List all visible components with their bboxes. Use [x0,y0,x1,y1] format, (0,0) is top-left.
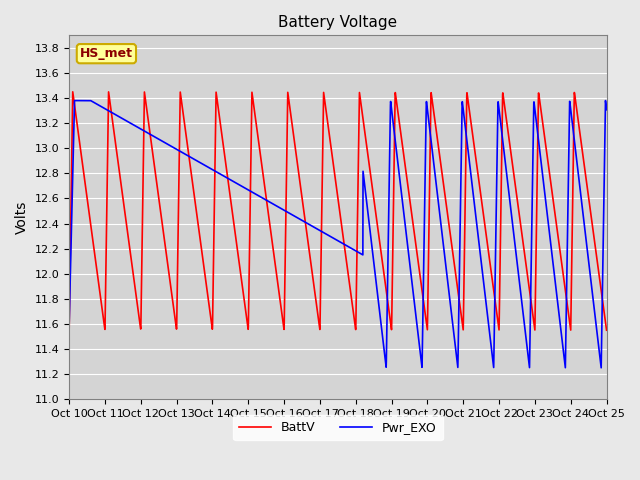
Pwr_EXO [65,321,73,327]
BattV [534,102,542,108]
Pwr_EXO [603,107,611,113]
Pwr_EXO [534,135,542,141]
BattV [127,252,134,258]
Pwr_EXO [127,120,134,126]
Title: Battery Voltage: Battery Voltage [278,15,397,30]
BattV [603,327,611,333]
BattV [69,89,77,95]
Pwr_EXO [70,98,78,104]
Line: BattV: BattV [69,92,607,330]
Pwr_EXO [271,203,279,208]
Legend: BattV, Pwr_EXO: BattV, Pwr_EXO [233,415,442,440]
Pwr_EXO [159,138,166,144]
BattV [159,223,166,228]
Y-axis label: Volts: Volts [15,201,29,234]
BattV [295,170,303,176]
Line: Pwr_EXO: Pwr_EXO [69,101,607,368]
Text: HS_met: HS_met [80,47,133,60]
Pwr_EXO [597,365,605,371]
BattV [65,327,73,333]
Pwr_EXO [593,323,600,328]
Pwr_EXO [295,216,303,221]
BattV [593,251,600,256]
BattV [271,263,279,269]
